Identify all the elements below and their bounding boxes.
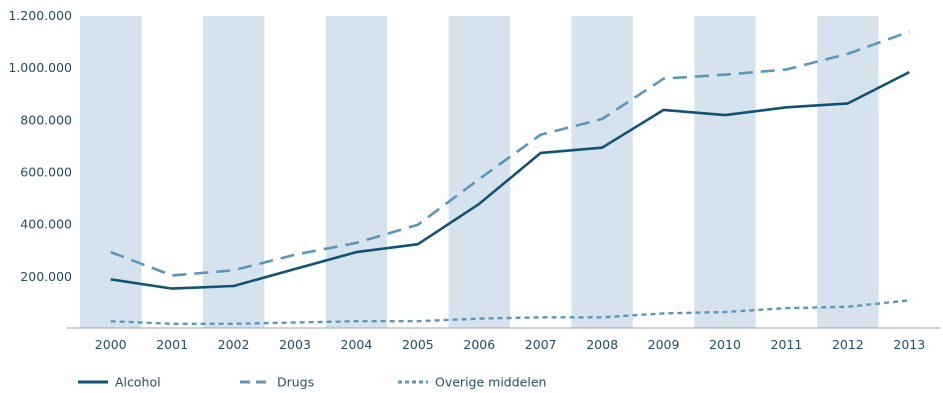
x-tick-label: 2013: [893, 337, 925, 352]
y-tick-label: 800.000: [20, 112, 72, 127]
legend: Alcohol Drugs Overige middelen: [78, 375, 546, 390]
legend-label: Overige middelen: [435, 375, 546, 390]
column-band: [694, 16, 756, 328]
x-tick-label: 2011: [771, 337, 803, 352]
y-tick-label: 600.000: [20, 165, 72, 180]
y-tick-label: 400.000: [20, 217, 72, 232]
x-tick-label: 2003: [279, 337, 311, 352]
column-band: [448, 16, 510, 328]
column-band: [80, 16, 142, 328]
y-tick-label: 200.000: [20, 269, 72, 284]
x-tick-label: 2005: [402, 337, 434, 352]
y-axis-tick-labels: 200.000 400.000 600.000 800.000 1.000.000 1.2…: [8, 8, 72, 284]
x-tick-label: 2000: [95, 337, 127, 352]
x-tick-label: 2009: [648, 337, 680, 352]
column-band: [571, 16, 633, 328]
x-tick-label: 2007: [525, 337, 557, 352]
x-tick-label: 2008: [586, 337, 618, 352]
y-tick-label: 1.000.000: [8, 60, 72, 75]
legend-label: Drugs: [277, 375, 314, 390]
series-lines: [110, 30, 910, 325]
column-band: [817, 16, 879, 328]
column-bands: [80, 16, 879, 328]
legend-label: Alcohol: [115, 375, 161, 390]
x-tick-label: 2010: [709, 337, 741, 352]
series-line-drugs: [110, 30, 910, 277]
x-tick-label: 2012: [832, 337, 864, 352]
series-line-alcohol: [110, 70, 910, 290]
column-band: [325, 16, 388, 328]
x-tick-label: 2002: [218, 337, 250, 352]
x-tick-label: 2004: [341, 337, 373, 352]
x-tick-label: 2001: [156, 337, 188, 352]
series-line-overige-middelen: [110, 299, 910, 325]
y-tick-label: 1.200.000: [8, 8, 72, 23]
x-tick-label: 2006: [463, 337, 495, 352]
column-band: [202, 16, 265, 328]
x-axis-tick-labels: 2000 2001 2002 2003 2004 2005 2006 2007 2008 2009…: [95, 337, 925, 352]
